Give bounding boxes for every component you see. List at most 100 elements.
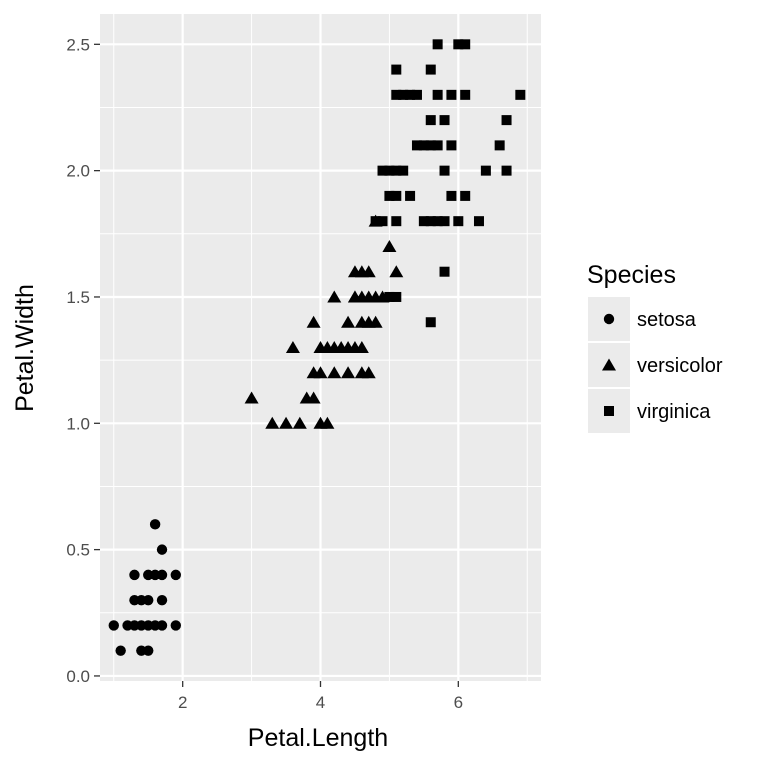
- virginica-point: [473, 216, 484, 227]
- versicolor-point: [306, 315, 321, 328]
- x-tick-label: 4: [316, 693, 325, 712]
- versicolor-point: [368, 290, 383, 303]
- data-points: [108, 39, 526, 656]
- setosa-point: [129, 569, 140, 581]
- virginica-point: [425, 317, 436, 328]
- virginica-point: [446, 89, 457, 100]
- virginica-point: [425, 64, 436, 75]
- virginica-point: [439, 266, 450, 277]
- virginica-point: [453, 216, 464, 227]
- virginica-point: [377, 165, 388, 176]
- versicolor-point: [327, 290, 342, 303]
- axes: 2 4 6 0.0 0.5 1.0 1.5 2.0 2.5: [66, 35, 463, 712]
- virginica-point: [384, 190, 395, 201]
- virginica-point: [439, 115, 450, 126]
- setosa-point: [156, 594, 168, 606]
- virginica-point: [432, 39, 443, 50]
- y-tick-label: 2.0: [66, 162, 90, 181]
- versicolor-point: [361, 366, 376, 379]
- virginica-point: [494, 140, 505, 151]
- x-tick-label: 6: [454, 693, 463, 712]
- virginica-point: [501, 115, 512, 126]
- versicolor-point: [341, 366, 356, 379]
- virginica-point: [515, 89, 526, 100]
- versicolor-point: [285, 341, 300, 353]
- virginica-point: [391, 64, 402, 75]
- versicolor-point: [327, 366, 342, 379]
- setosa-point: [149, 519, 161, 530]
- setosa-point: [143, 594, 154, 606]
- versicolor-point: [368, 315, 383, 328]
- virginica-point: [432, 89, 443, 100]
- virginica-point: [425, 115, 436, 126]
- virginica-point: [418, 140, 429, 151]
- virginica-point: [439, 216, 450, 227]
- setosa-point: [156, 569, 168, 581]
- virginica-point: [501, 165, 512, 176]
- virginica-point: [446, 190, 457, 201]
- virginica-point: [453, 39, 464, 50]
- versicolor-point: [382, 239, 397, 252]
- virginica-point: [460, 190, 471, 201]
- virginica-point: [460, 39, 471, 50]
- versicolor-point: [306, 391, 321, 404]
- virginica-point: [391, 291, 402, 302]
- virginica-point: [480, 165, 491, 176]
- legend-label-setosa: setosa: [637, 309, 697, 331]
- versicolor-point: [347, 290, 362, 303]
- versicolor-point: [354, 341, 369, 353]
- versicolor-point: [354, 265, 369, 278]
- virginica-point: [391, 165, 402, 176]
- virginica-point: [391, 89, 402, 100]
- legend-marker-setosa: [603, 313, 615, 325]
- virginica-point: [432, 140, 443, 151]
- x-tick-label: 2: [178, 693, 187, 712]
- y-tick-label: 1.0: [66, 414, 90, 433]
- virginica-point: [398, 165, 409, 176]
- virginica-point: [391, 216, 402, 227]
- virginica-point: [370, 216, 381, 227]
- y-axis-title: Petal.Width: [11, 284, 39, 412]
- setosa-point: [170, 569, 181, 581]
- setosa-point: [108, 620, 119, 631]
- virginica-point: [411, 140, 422, 151]
- virginica-point: [460, 89, 471, 100]
- y-tick-label: 1.5: [66, 288, 90, 307]
- x-axis-title: Petal.Length: [248, 724, 388, 752]
- versicolor-point: [265, 416, 280, 429]
- legend-label-virginica: virginica: [637, 401, 711, 423]
- virginica-point: [439, 165, 450, 176]
- setosa-point: [156, 620, 168, 631]
- legend-marker-virginica: [604, 406, 614, 416]
- virginica-point: [398, 89, 409, 100]
- versicolor-point: [292, 416, 307, 429]
- virginica-point: [405, 89, 416, 100]
- setosa-point: [115, 645, 126, 656]
- virginica-point: [446, 140, 457, 151]
- virginica-point: [384, 165, 395, 176]
- y-tick-label: 2.5: [66, 35, 90, 54]
- legend-label-versicolor: versicolor: [637, 355, 723, 377]
- virginica-point: [377, 216, 388, 227]
- virginica-point: [391, 190, 402, 201]
- virginica-point: [411, 89, 422, 100]
- virginica-point: [405, 190, 416, 201]
- virginica-point: [425, 140, 436, 151]
- virginica-point: [418, 216, 429, 227]
- versicolor-point: [244, 391, 259, 404]
- y-tick-label: 0.5: [66, 541, 90, 560]
- legend-marker-versicolor: [602, 358, 616, 371]
- versicolor-point: [389, 265, 404, 278]
- y-tick-label: 0.0: [66, 667, 90, 686]
- virginica-point: [432, 216, 443, 227]
- setosa-point: [143, 645, 154, 656]
- setosa-point: [156, 544, 168, 555]
- legend: Species setosa versicolor virginica: [587, 261, 723, 433]
- virginica-point: [425, 216, 436, 227]
- legend-title: Species: [587, 261, 676, 289]
- setosa-point: [170, 620, 181, 631]
- versicolor-point: [320, 416, 335, 429]
- versicolor-point: [279, 416, 294, 429]
- virginica-point: [384, 291, 395, 302]
